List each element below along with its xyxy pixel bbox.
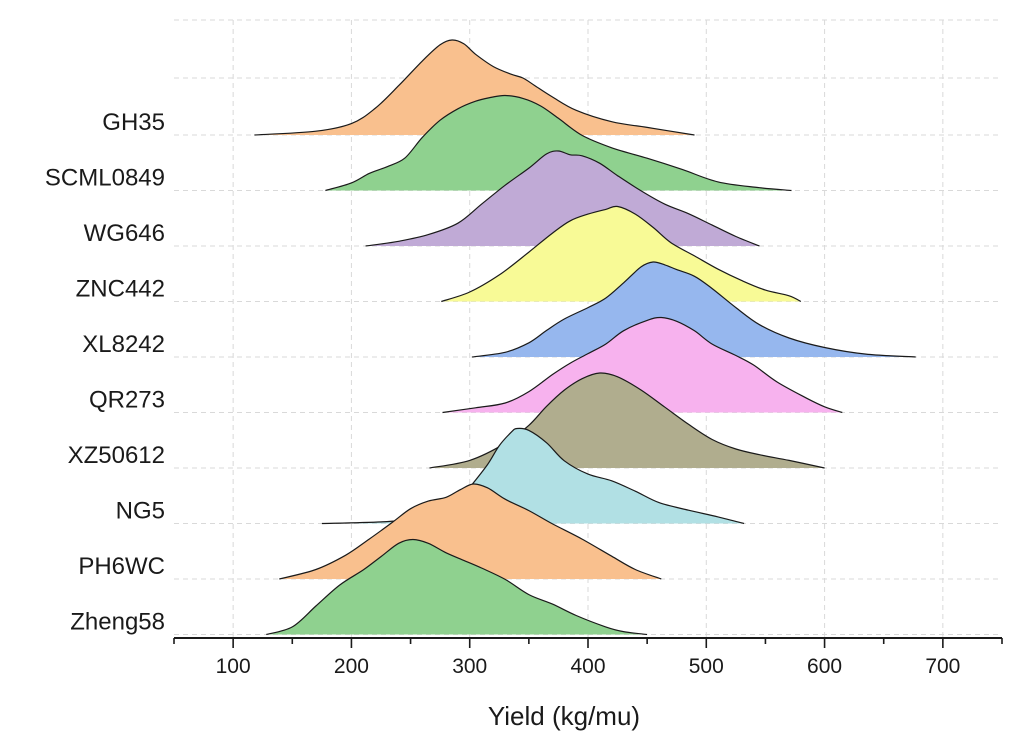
- x-axis: 100 200 300 400 500 600 700: [173, 637, 1003, 678]
- ridge-outline-XL8242: [472, 261, 916, 358]
- ridge-fill-GH35: [254, 39, 695, 136]
- ridge-outline-SCML0849: [325, 94, 792, 192]
- x-tick-label-700: 700: [925, 655, 960, 678]
- category-label-XZ50612: XZ50612: [68, 442, 165, 469]
- x-tick-label-500: 500: [689, 655, 724, 678]
- category-label-XL8242: XL8242: [82, 331, 165, 358]
- category-label-QR273: QR273: [89, 387, 165, 414]
- ridge-fill-PH6WC: [279, 483, 662, 579]
- ridge-outline-PH6WC: [279, 483, 662, 580]
- ridge-outline-WG646: [365, 150, 760, 247]
- x-tick-label-300: 300: [452, 655, 487, 678]
- ridge-outline-GH35: [254, 39, 695, 136]
- category-labels: GH35 SCML0849 WG646 ZNC442 XL8242 QR273 XZ5061…: [45, 109, 165, 636]
- category-label-ZNC442: ZNC442: [76, 276, 165, 303]
- category-label-WG646: WG646: [84, 220, 165, 247]
- category-label-Zheng58: Zheng58: [70, 609, 165, 636]
- ridge-outline-ZNC442: [441, 205, 802, 303]
- ridge-fill-QR273: [442, 317, 843, 413]
- ridge-fill-NG5: [321, 428, 745, 524]
- category-label-GH35: GH35: [102, 109, 165, 136]
- x-tick-label-100: 100: [216, 655, 251, 678]
- category-label-SCML0849: SCML0849: [45, 165, 165, 192]
- x-tick-label-200: 200: [334, 655, 369, 678]
- x-axis-title: Yield (kg/mu): [488, 701, 640, 731]
- ridge-outline-QR273: [442, 316, 843, 414]
- ridge-fill-Zheng58: [266, 539, 648, 635]
- ridge-fill-WG646: [365, 150, 760, 246]
- x-tick-label-400: 400: [570, 655, 605, 678]
- category-label-NG5: NG5: [116, 498, 165, 525]
- category-label-PH6WC: PH6WC: [78, 553, 165, 580]
- ridge-outline-Zheng58: [266, 538, 648, 636]
- x-tick-label-600: 600: [807, 655, 842, 678]
- ridge-fill-XL8242: [472, 261, 916, 357]
- ridge-fill-ZNC442: [441, 206, 801, 302]
- density-ridges: [254, 39, 916, 636]
